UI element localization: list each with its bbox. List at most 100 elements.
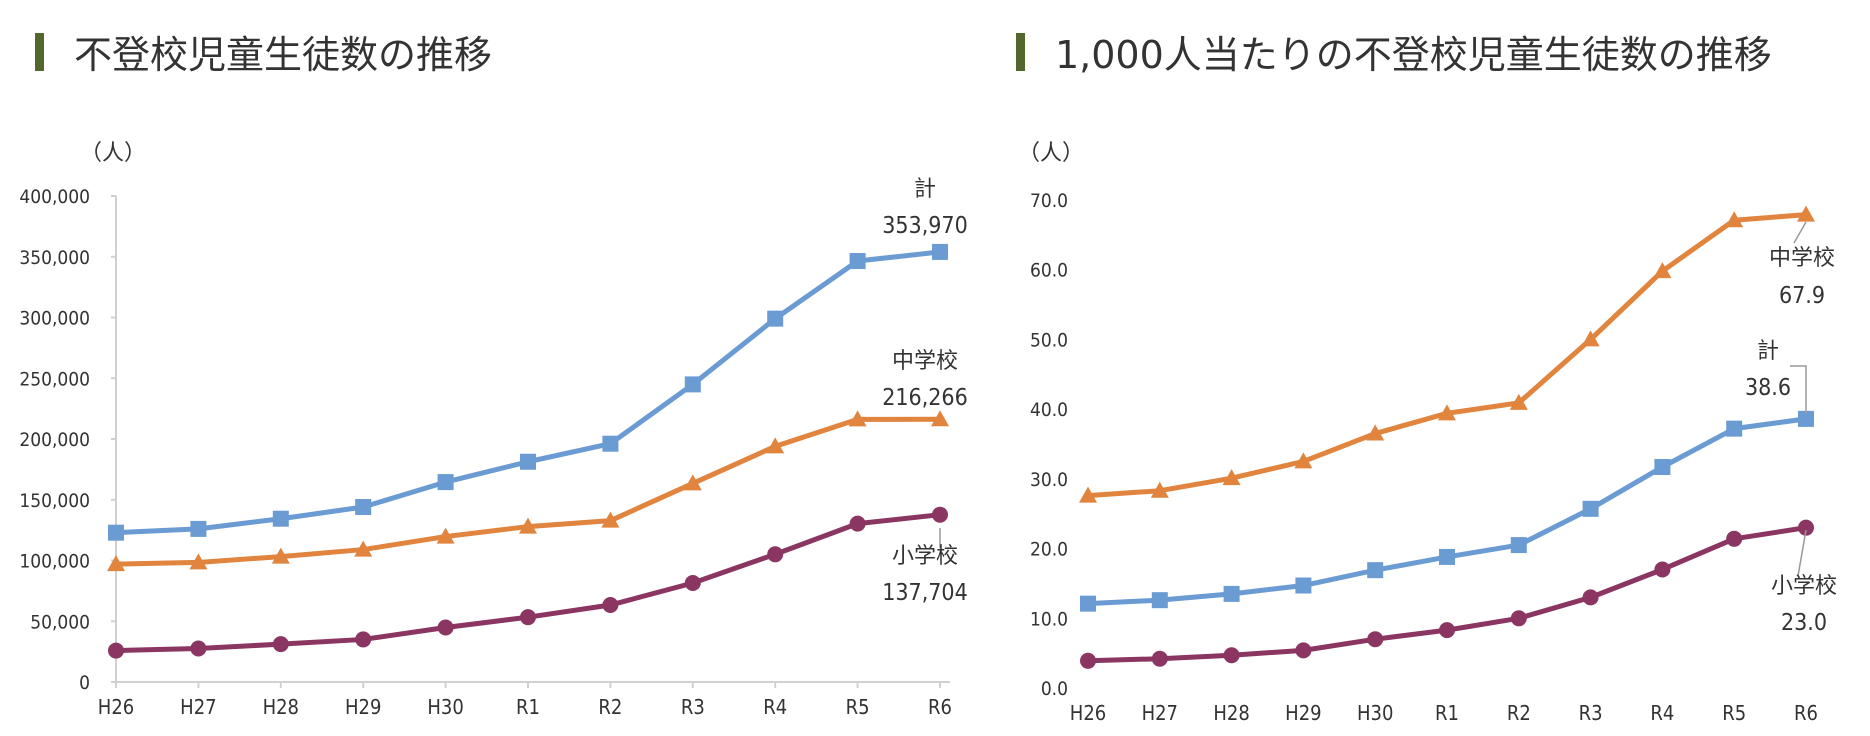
x-tick-label: H29 [345, 695, 381, 719]
label-leader-line [1790, 365, 1807, 414]
data-point-circle [355, 631, 372, 648]
data-point-triangle [271, 547, 290, 564]
data-point-circle [108, 642, 124, 659]
data-point-square [437, 474, 454, 491]
data-point-triangle [107, 555, 125, 572]
y-tick-label: 200,000 [19, 429, 90, 451]
x-tick-label: R2 [598, 695, 622, 719]
data-point-circle [1151, 650, 1168, 667]
data-point-triangle [1222, 469, 1241, 486]
series-line-total [115, 249, 941, 536]
label-leader-line [1797, 529, 1807, 577]
x-tick-label: R5 [1722, 701, 1746, 725]
series-line-junior [1087, 212, 1807, 499]
data-point-triangle [848, 410, 867, 427]
data-point-triangle [1725, 211, 1744, 228]
x-tick-label: R4 [1650, 701, 1674, 725]
y-tick-label: 400,000 [19, 186, 90, 208]
x-tick-label: R1 [516, 695, 540, 719]
left-title-text: 不登校児童生徒数の推移 [74, 33, 493, 77]
x-tick-label: H27 [1142, 701, 1178, 725]
x-tick-label: R3 [681, 695, 705, 719]
data-point-square [108, 524, 124, 541]
y-tick-label: 150,000 [19, 490, 90, 512]
y-tick-label: 60.0 [1030, 260, 1068, 282]
series-name-label: 計 [1757, 339, 1779, 364]
data-point-circle [272, 636, 289, 653]
y-tick-label: 0.0 [1041, 678, 1068, 700]
data-point-circle [849, 515, 866, 532]
series-end-value-label: 38.6 [1745, 375, 1791, 401]
data-point-triangle [766, 437, 785, 454]
x-tick-label: R6 [928, 695, 952, 719]
data-point-square [355, 499, 372, 516]
data-point-triangle [683, 474, 702, 491]
data-point-circle [684, 574, 701, 591]
data-point-circle [1510, 610, 1527, 627]
data-point-circle [1798, 519, 1814, 536]
data-point-triangle [1797, 205, 1815, 222]
series-line-junior [115, 416, 941, 567]
data-point-square [1367, 562, 1384, 579]
series-line-elementary [1087, 525, 1807, 664]
data-point-square [932, 243, 948, 260]
data-point-square [1151, 592, 1168, 609]
data-point-triangle [519, 517, 537, 534]
data-point-triangle [354, 540, 373, 557]
series-end-value-label: 353,970 [882, 213, 968, 239]
data-point-circle [1080, 652, 1096, 669]
data-point-triangle [1509, 393, 1528, 410]
y-tick-label: 250,000 [19, 368, 90, 390]
y-unit-label: （人） [1018, 141, 1084, 166]
data-point-triangle [601, 511, 620, 528]
series-end-value-label: 137,704 [882, 580, 968, 606]
label-leader-line [1793, 221, 1807, 244]
data-point-circle [437, 619, 454, 636]
x-tick-label: R4 [763, 695, 787, 719]
y-tick-label: 40.0 [1030, 399, 1068, 421]
right-chart-title: 1,000人当たりの不登校児童生徒数の推移 [1016, 24, 1772, 79]
data-point-square [1080, 595, 1096, 612]
data-point-square [1510, 537, 1527, 554]
series-end-value-label: 23.0 [1781, 610, 1827, 636]
data-point-triangle [1438, 404, 1456, 421]
title-accent-bar [35, 32, 44, 71]
y-tick-label: 70.0 [1030, 190, 1068, 212]
x-tick-label: R6 [1794, 701, 1818, 725]
data-point-square [1654, 459, 1671, 476]
x-tick-label: H30 [1357, 701, 1393, 725]
data-point-square [520, 453, 536, 470]
series-name-label: 小学校 [892, 544, 958, 569]
y-tick-label: 0 [79, 672, 90, 694]
data-point-circle [1223, 647, 1240, 664]
data-point-triangle [189, 553, 208, 570]
data-point-square [1439, 548, 1455, 565]
x-tick-label: H27 [180, 695, 216, 719]
series-name-label: 中学校 [1769, 246, 1835, 271]
x-tick-label: H26 [1070, 701, 1106, 725]
data-point-circle [1295, 642, 1312, 659]
data-point-circle [1439, 622, 1455, 639]
data-point-circle [1367, 631, 1384, 648]
data-point-circle [767, 546, 784, 563]
data-point-triangle [1079, 486, 1097, 503]
data-point-circle [1582, 589, 1599, 606]
data-point-circle [1726, 530, 1743, 547]
x-tick-label: R1 [1435, 701, 1459, 725]
y-tick-label: 300,000 [19, 308, 90, 330]
series-end-value-label: 216,266 [882, 385, 968, 411]
x-tick-label: H30 [427, 695, 463, 719]
right-title-text: 1,000人当たりの不登校児童生徒数の推移 [1055, 33, 1772, 77]
data-point-circle [602, 597, 619, 614]
data-point-circle [520, 609, 536, 626]
y-tick-label: 100,000 [19, 551, 90, 573]
data-point-circle [932, 506, 948, 523]
series-line-total [1087, 416, 1807, 607]
data-point-square [849, 253, 866, 270]
data-point-square [1798, 410, 1814, 427]
data-point-square [1223, 585, 1240, 602]
x-tick-label: H29 [1285, 701, 1321, 725]
series-name-label: 計 [914, 177, 936, 202]
x-tick-label: H28 [1213, 701, 1249, 725]
